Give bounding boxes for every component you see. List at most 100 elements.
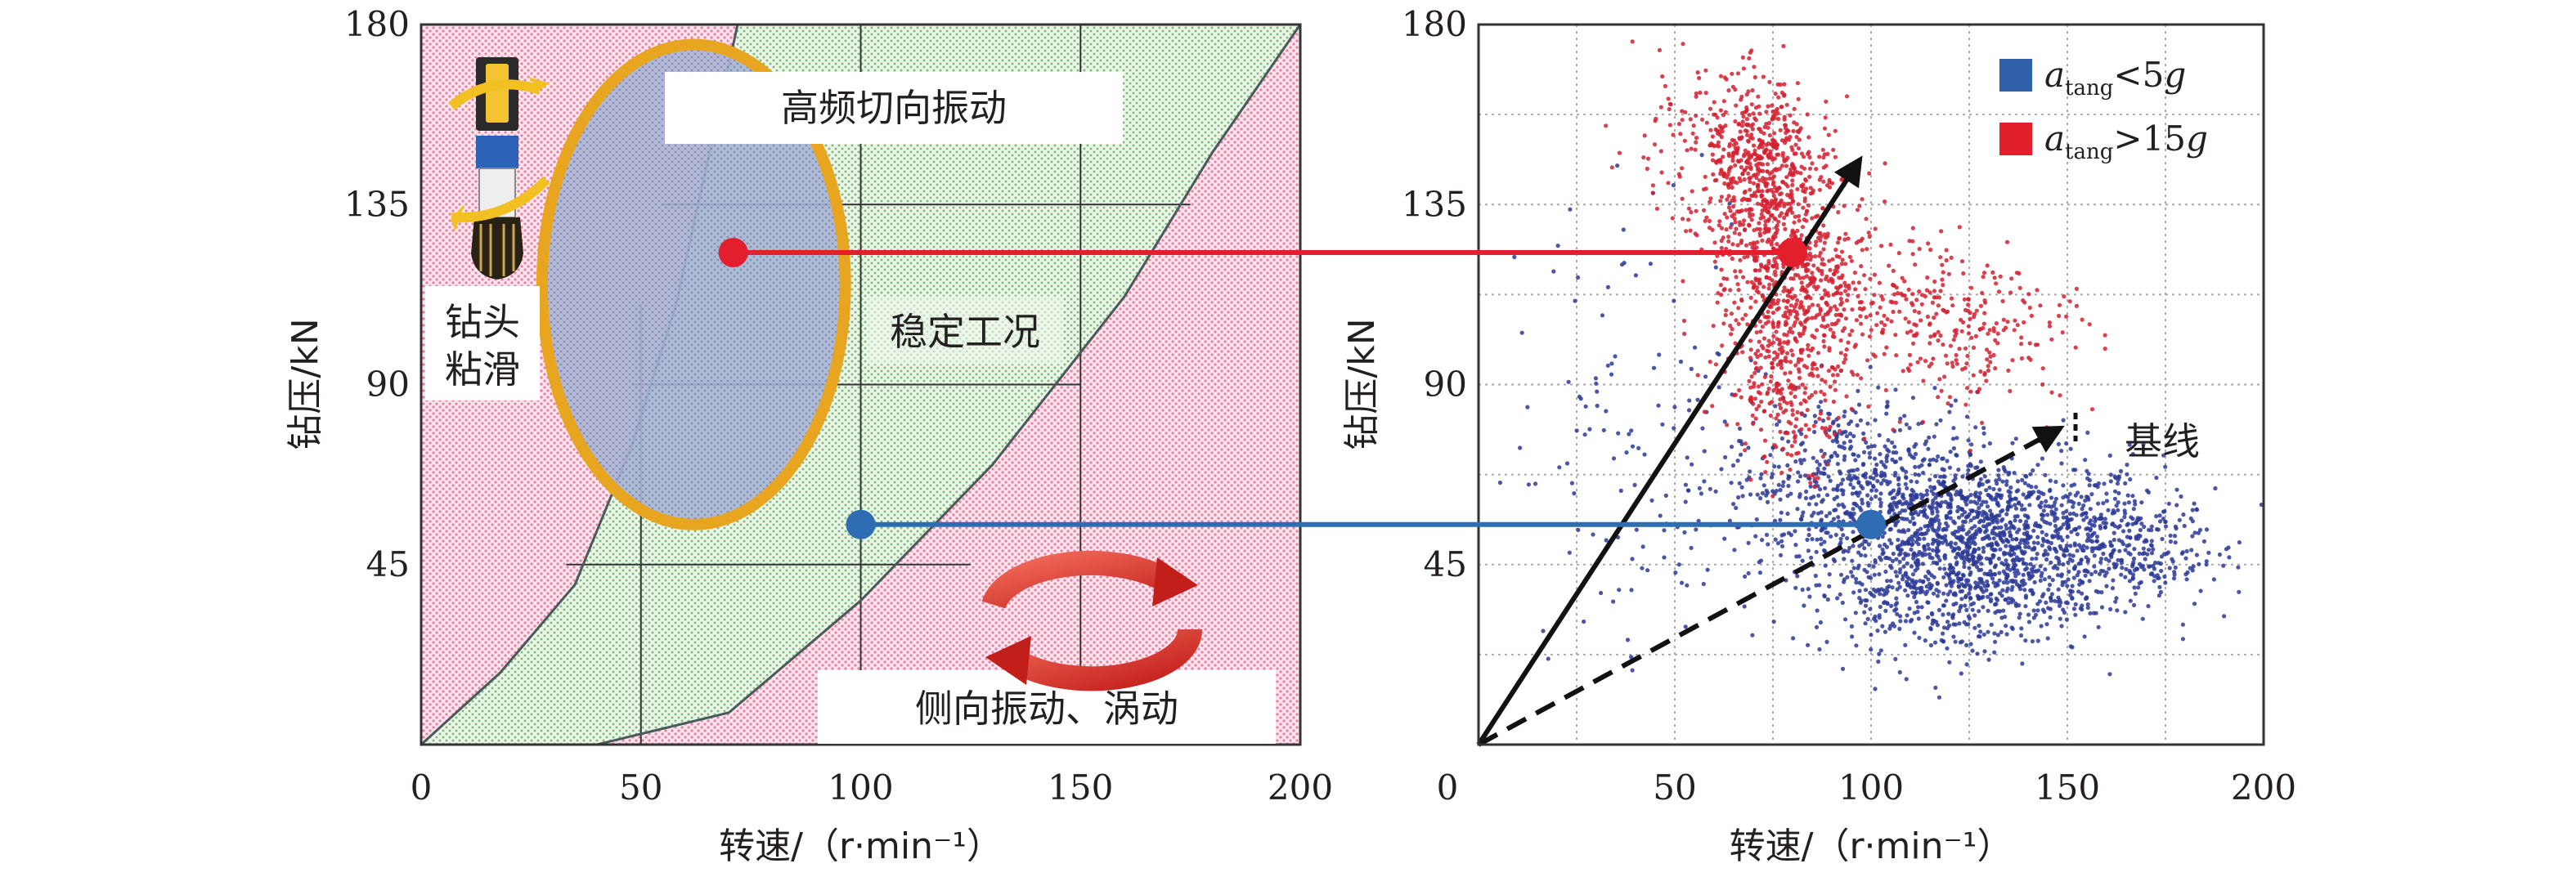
scatter-point	[1986, 368, 1991, 373]
scatter-point	[2035, 638, 2040, 643]
scatter-point	[1782, 92, 1787, 97]
scatter-point	[1874, 494, 1878, 499]
scatter-point	[1727, 141, 1733, 146]
scatter-point	[2020, 557, 2025, 562]
scatter-point	[1842, 414, 1847, 418]
scatter-point	[1690, 462, 1694, 467]
region-label-stickslip: 钻头粘滑	[445, 300, 520, 392]
scatter-point	[2028, 357, 2033, 362]
scatter-point	[1985, 504, 1990, 509]
scatter-point	[2013, 574, 2018, 579]
scatter-point	[2047, 545, 2052, 550]
scatter-point	[1833, 508, 1838, 512]
scatter-point	[1759, 472, 1764, 477]
scatter-point	[2017, 271, 2022, 276]
scatter-point	[1759, 212, 1764, 217]
scatter-point	[1577, 394, 1582, 399]
scatter-point	[1763, 470, 1768, 475]
scatter-point	[1676, 172, 1681, 177]
scatter-point	[1897, 427, 1903, 432]
scatter-point	[1838, 572, 1844, 577]
scatter-point	[1861, 473, 1866, 478]
scatter-point	[2064, 617, 2069, 622]
scatter-point	[2072, 543, 2077, 548]
scatter-point	[1838, 536, 1843, 541]
scatter-point	[1933, 495, 1938, 500]
scatter-point	[1896, 251, 1901, 256]
scatter-point	[2022, 507, 2027, 512]
scatter-point	[2180, 622, 2185, 627]
scatter-point	[1950, 530, 1955, 536]
scatter-point	[1727, 518, 1732, 523]
scatter-point	[2154, 475, 2159, 481]
scatter-point	[1839, 481, 1844, 486]
scatter-point	[2049, 592, 2054, 597]
scatter-point	[2149, 551, 2154, 556]
scatter-point	[1795, 81, 1800, 86]
scatter-point	[2127, 528, 2132, 534]
scatter-point	[1761, 336, 1767, 341]
scatter-point	[1823, 324, 1828, 329]
scatter-point	[1784, 305, 1789, 310]
scatter-point	[1779, 191, 1784, 196]
scatter-point	[1743, 312, 1748, 317]
scatter-point	[2141, 441, 2146, 447]
scatter-point	[1862, 610, 1867, 615]
scatter-point	[2125, 521, 2130, 526]
scatter-point	[1731, 150, 1736, 155]
scatter-point	[2126, 500, 2131, 505]
scatter-point	[1806, 502, 1811, 507]
scatter-point	[2024, 474, 2029, 479]
scatter-point	[2041, 539, 2046, 544]
scatter-point	[1738, 222, 1743, 227]
scatter-point	[1726, 151, 1731, 156]
scatter-point	[1797, 137, 1802, 142]
scatter-point	[1894, 557, 1899, 562]
scatter-point	[1591, 532, 1595, 537]
scatter-point	[1856, 293, 1860, 299]
scatter-point	[1752, 158, 1758, 163]
scatter-point	[1907, 576, 1912, 581]
scatter-point	[1878, 544, 1883, 548]
scatter-point	[2075, 548, 2080, 553]
scatter-point	[1838, 284, 1843, 289]
scatter-point	[1845, 575, 1850, 579]
scatter-point	[1763, 226, 1768, 230]
scatter-point	[1749, 374, 1754, 379]
scatter-point	[1763, 264, 1768, 269]
scatter-point	[2093, 570, 2098, 575]
scatter-point	[1959, 603, 1963, 608]
scatter-point	[1733, 87, 1738, 92]
scatter-point	[2133, 521, 2138, 526]
scatter-point	[2094, 539, 2100, 544]
scatter-point	[1901, 528, 1906, 533]
scatter-point	[1903, 570, 1908, 575]
scatter-point	[1868, 276, 1873, 281]
scatter-point	[1972, 549, 1977, 554]
scatter-point	[1975, 514, 1980, 520]
scatter-point	[1822, 548, 1827, 553]
scatter-point	[1735, 147, 1739, 153]
scatter-point	[2122, 501, 2127, 506]
scatter-point	[1774, 445, 1779, 450]
scatter-point	[1821, 262, 1827, 267]
scatter-point	[1928, 334, 1933, 339]
scatter-point	[1761, 483, 1766, 488]
scatter-point	[1736, 494, 1741, 500]
scatter-point	[1930, 511, 1935, 516]
scatter-point	[2103, 347, 2107, 351]
scatter-point	[1850, 558, 1855, 563]
scatter-point	[1814, 239, 1819, 244]
scatter-point	[1744, 208, 1748, 213]
scatter-point	[1757, 221, 1761, 226]
scatter-point	[1662, 528, 1667, 533]
scatter-point	[1851, 507, 1856, 512]
scatter-point	[1737, 481, 1742, 485]
scatter-point	[1995, 481, 1999, 486]
legend: atang<5g atang>15g	[1999, 55, 2208, 164]
scatter-point	[1877, 572, 1882, 577]
scatter-point	[2085, 605, 2090, 611]
scatter-point	[1765, 199, 1770, 204]
scatter-point	[1887, 503, 1893, 508]
